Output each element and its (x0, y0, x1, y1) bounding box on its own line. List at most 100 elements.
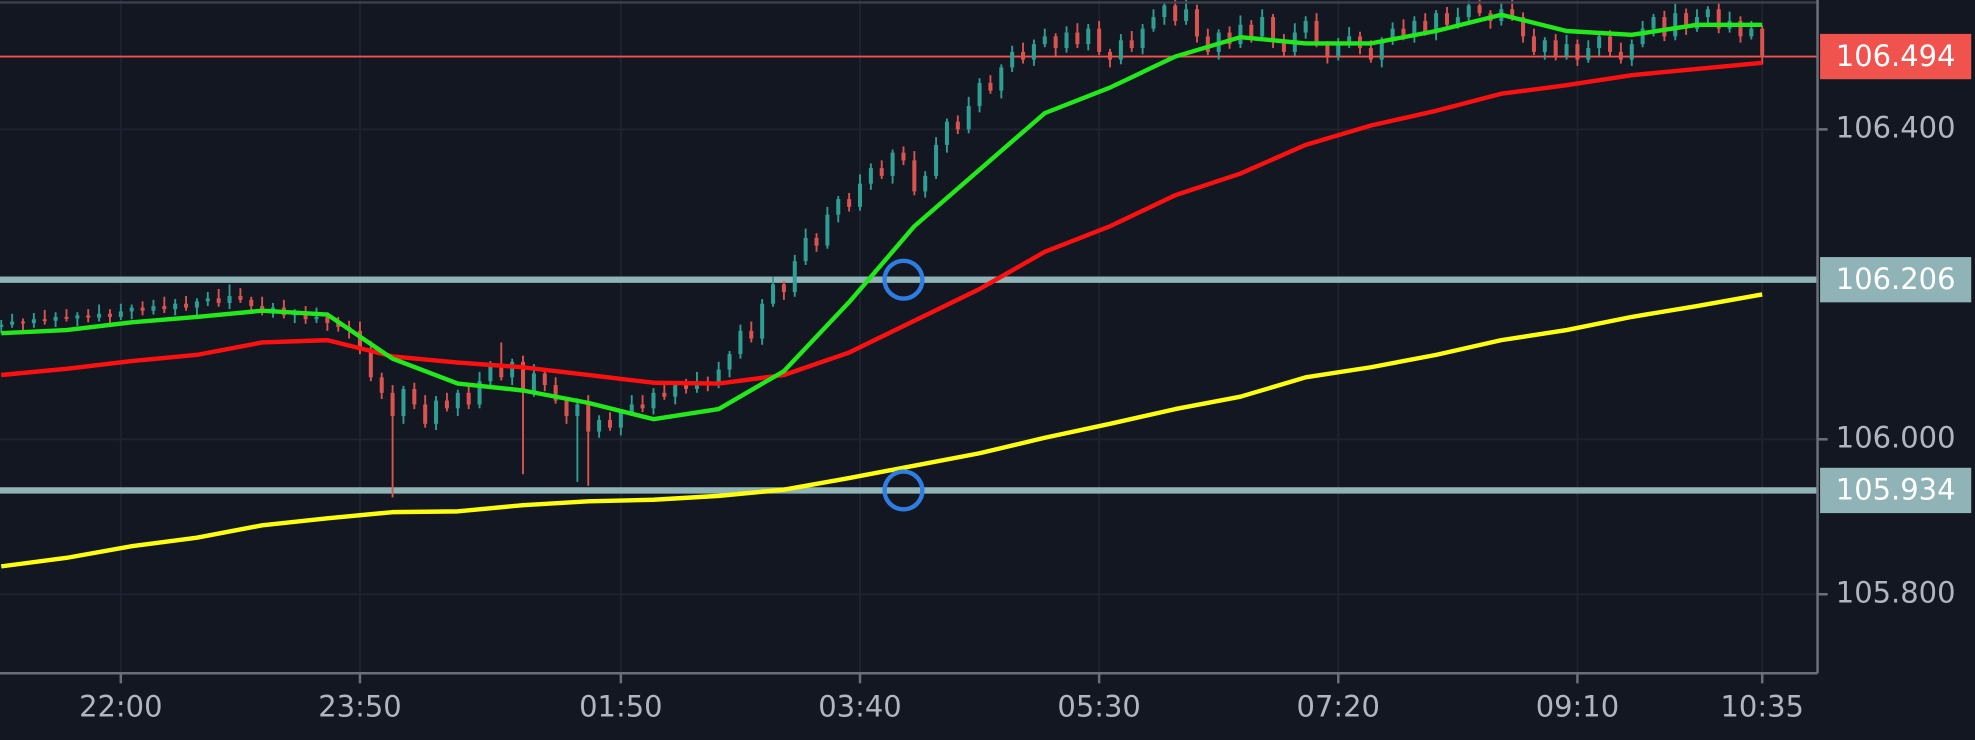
candle-body (53, 316, 58, 321)
candle-body (1042, 36, 1047, 45)
candle-body (1597, 36, 1602, 49)
candle-body (738, 330, 743, 355)
candle-body (1129, 40, 1134, 49)
candle-body (988, 82, 993, 91)
candle-body (1097, 28, 1102, 52)
axes: 105.800 106.000 106.400 22:00 23:50 01:50 03:4… (79, 33, 1972, 724)
candle-body (1553, 40, 1558, 56)
candle-body (923, 175, 928, 192)
candle-body (184, 303, 189, 308)
candle-body (1010, 51, 1015, 68)
candle-body (455, 392, 460, 409)
candle-body (629, 404, 634, 413)
candle-body (216, 298, 221, 303)
candle-body (684, 385, 689, 389)
candle-body (1716, 9, 1721, 29)
level-label: 105.934 (1836, 473, 1956, 507)
candle-body (336, 323, 341, 327)
candle-body (510, 361, 515, 378)
candle-body (20, 321, 26, 324)
candle-body (107, 313, 112, 317)
candle-body (412, 388, 417, 405)
candle-body (857, 183, 863, 207)
candle-body (868, 168, 873, 184)
price-label: 106.494 (1836, 39, 1956, 73)
candle-body (118, 311, 123, 317)
candle-body (0, 324, 4, 327)
candle-body (1271, 17, 1276, 41)
candle-body (1629, 44, 1634, 60)
candle-body (607, 419, 612, 428)
candle-body (1510, 9, 1515, 18)
candle-body (1662, 17, 1667, 37)
candle-body (618, 412, 623, 428)
candle-body (977, 82, 982, 107)
candle-body (1705, 9, 1710, 18)
candle-body (499, 365, 504, 378)
candle-body (564, 400, 569, 417)
y-tick-label: 105.800 (1836, 575, 1956, 609)
moving-average-line (1, 60, 1763, 386)
candle-body (227, 295, 232, 303)
candle-body (368, 350, 373, 378)
candle-body (238, 295, 243, 300)
candle-body (434, 400, 439, 424)
candle-body (31, 319, 36, 324)
candle-body (249, 299, 254, 307)
candle-body (1423, 20, 1428, 33)
candle-body (1684, 13, 1689, 29)
candle-body (944, 121, 949, 145)
x-tick-label: 09:10 (1536, 690, 1619, 724)
candle-body (162, 306, 167, 310)
candle-body (1618, 51, 1623, 60)
candle-body (1444, 13, 1449, 25)
candle-body (1673, 13, 1678, 37)
candle-body (879, 168, 884, 176)
candle-body (1368, 48, 1373, 60)
candle-body (597, 419, 602, 432)
candle-body (1118, 40, 1123, 60)
candle-body (1575, 44, 1580, 60)
candle-body (86, 315, 91, 318)
level-label: 106.206 (1836, 262, 1956, 296)
candle-body (379, 377, 384, 393)
candle-body (542, 373, 547, 386)
candle-body (1640, 28, 1645, 45)
candle-body (1184, 9, 1189, 21)
candle-body (488, 365, 493, 382)
candle-body (1738, 20, 1743, 37)
candle-body (1531, 36, 1536, 52)
candle-body (586, 404, 591, 432)
candle-body (836, 199, 841, 215)
candle-body (325, 316, 330, 324)
candle-body (1466, 5, 1471, 18)
candle-body (1173, 5, 1178, 21)
candle-body (760, 303, 765, 339)
moving-average-line (1, 12, 1763, 422)
candle-body (1521, 17, 1526, 37)
candle-body (1477, 5, 1482, 14)
candle-body (1651, 17, 1656, 29)
candle-body (1031, 44, 1036, 60)
candle-body (531, 373, 536, 393)
candle-body (1379, 40, 1384, 60)
candle-body (1162, 5, 1167, 18)
candle-body (825, 214, 830, 246)
candle-body (1586, 48, 1591, 60)
price-label-box (1820, 33, 1972, 80)
candle-body (10, 321, 15, 325)
moving-average-line (0, 292, 1763, 569)
candle-body (64, 316, 69, 319)
candle-body (42, 319, 47, 322)
candle-body (1249, 24, 1254, 37)
x-tick-label: 03:40 (818, 690, 901, 724)
candle-body (1140, 28, 1145, 49)
y-tick-label: 106.000 (1836, 420, 1956, 454)
y-tick-label: 106.400 (1836, 110, 1956, 144)
candle-body (1390, 28, 1395, 41)
candle-body (194, 301, 199, 308)
candle-body (1303, 20, 1308, 33)
x-tick-label: 05:30 (1057, 690, 1140, 724)
candle-body (934, 144, 939, 176)
